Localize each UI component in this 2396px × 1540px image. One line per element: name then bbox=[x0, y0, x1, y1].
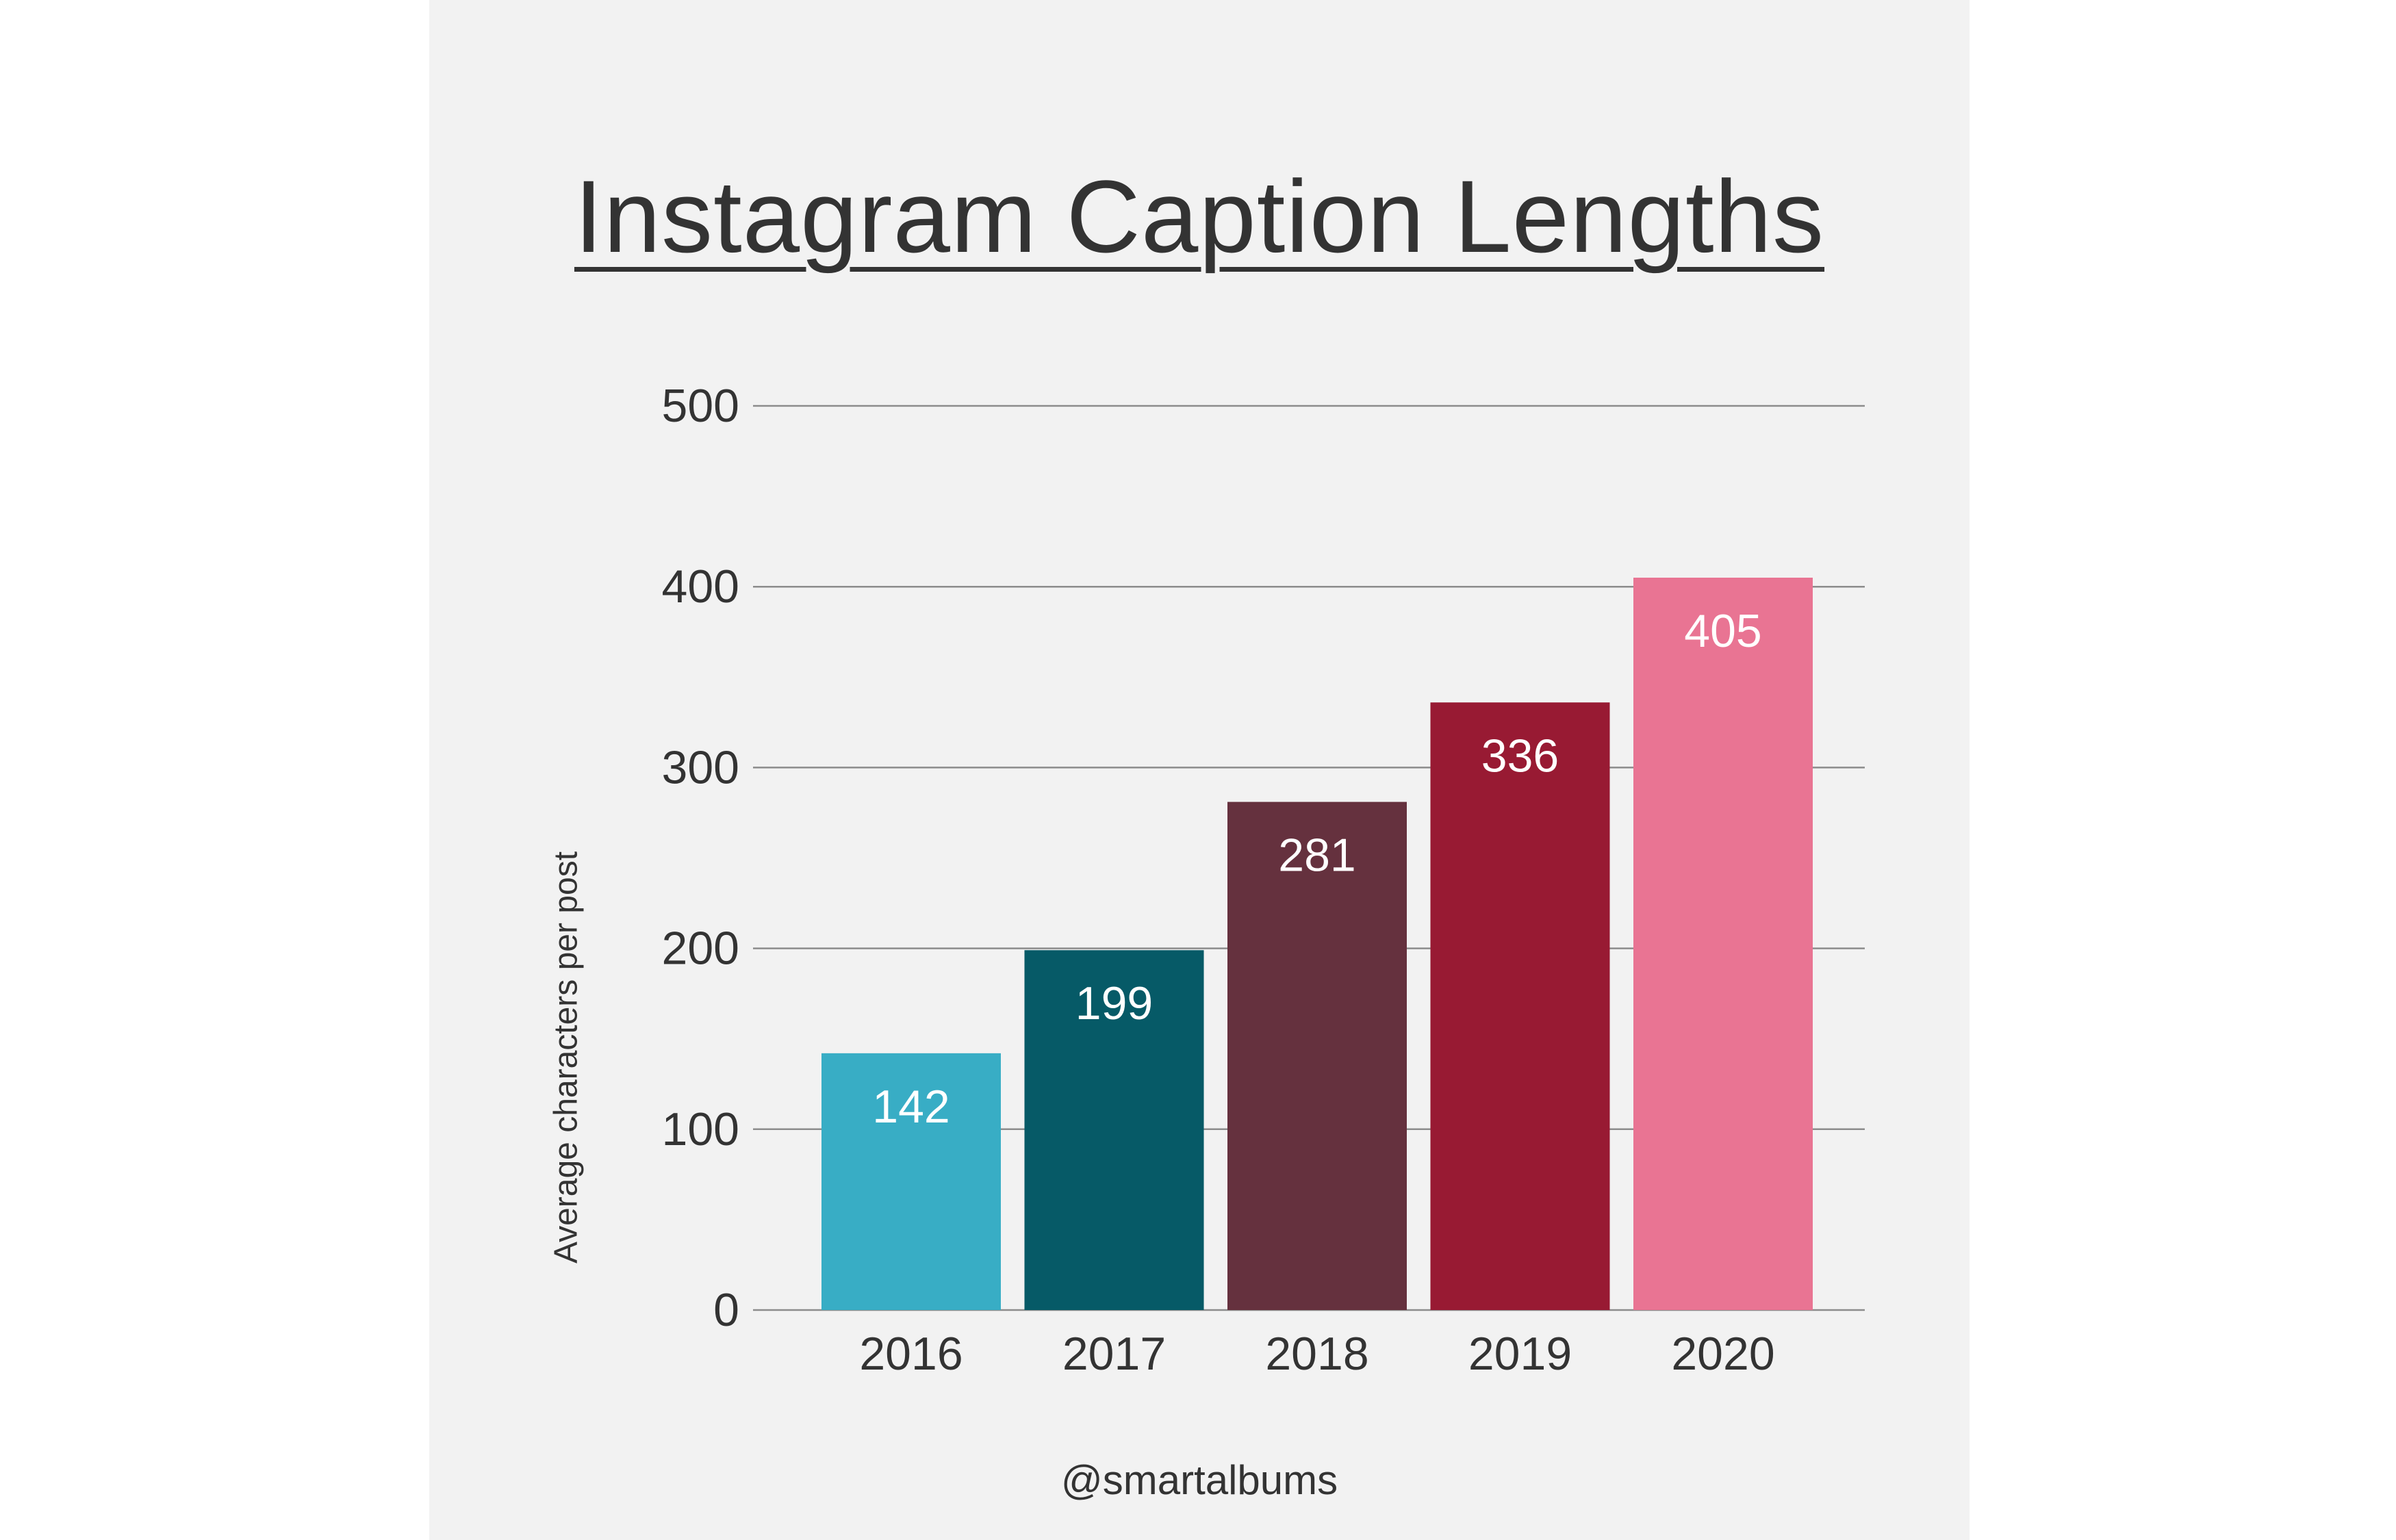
bar bbox=[821, 1053, 1001, 1310]
y-tick-label: 200 bbox=[662, 923, 739, 975]
bar-value-label: 336 bbox=[1481, 730, 1559, 782]
x-tick-label: 2019 bbox=[1468, 1328, 1572, 1380]
bar bbox=[1633, 577, 1813, 1310]
bar bbox=[1430, 702, 1610, 1310]
y-tick-label: 0 bbox=[713, 1284, 739, 1336]
bars bbox=[821, 577, 1813, 1310]
chart-panel: Instagram Caption Lengths 0 100 200 300 400 5… bbox=[429, 0, 1970, 1540]
y-tick-label: 400 bbox=[662, 561, 739, 613]
bar-value-label: 405 bbox=[1684, 605, 1761, 657]
x-tick-label: 2016 bbox=[859, 1328, 963, 1380]
bar bbox=[1227, 801, 1407, 1310]
x-tick-label: 2017 bbox=[1062, 1328, 1166, 1380]
bar-value-label: 199 bbox=[1075, 977, 1153, 1029]
y-tick-label: 100 bbox=[662, 1103, 739, 1155]
x-tick-label: 2018 bbox=[1265, 1328, 1368, 1380]
chart-title: Instagram Caption Lengths bbox=[574, 159, 1825, 274]
bar-value-label: 281 bbox=[1278, 830, 1355, 882]
bar bbox=[1024, 950, 1204, 1310]
x-tick-label: 2020 bbox=[1671, 1328, 1774, 1380]
bar-chart: 0 100 200 300 400 500 142 2016 199 2017 281 2018 336… bbox=[662, 380, 1865, 1380]
y-tick-label: 300 bbox=[662, 741, 739, 793]
watermark-handle: @smartalbums bbox=[1060, 1457, 1338, 1503]
labels: 0 100 200 300 400 500 142 2016 199 2017 281 2018 336… bbox=[662, 380, 1775, 1380]
y-axis-label: Average characters per post bbox=[548, 851, 585, 1264]
y-tick-label: 500 bbox=[662, 380, 739, 432]
bar-value-label: 142 bbox=[872, 1081, 950, 1133]
